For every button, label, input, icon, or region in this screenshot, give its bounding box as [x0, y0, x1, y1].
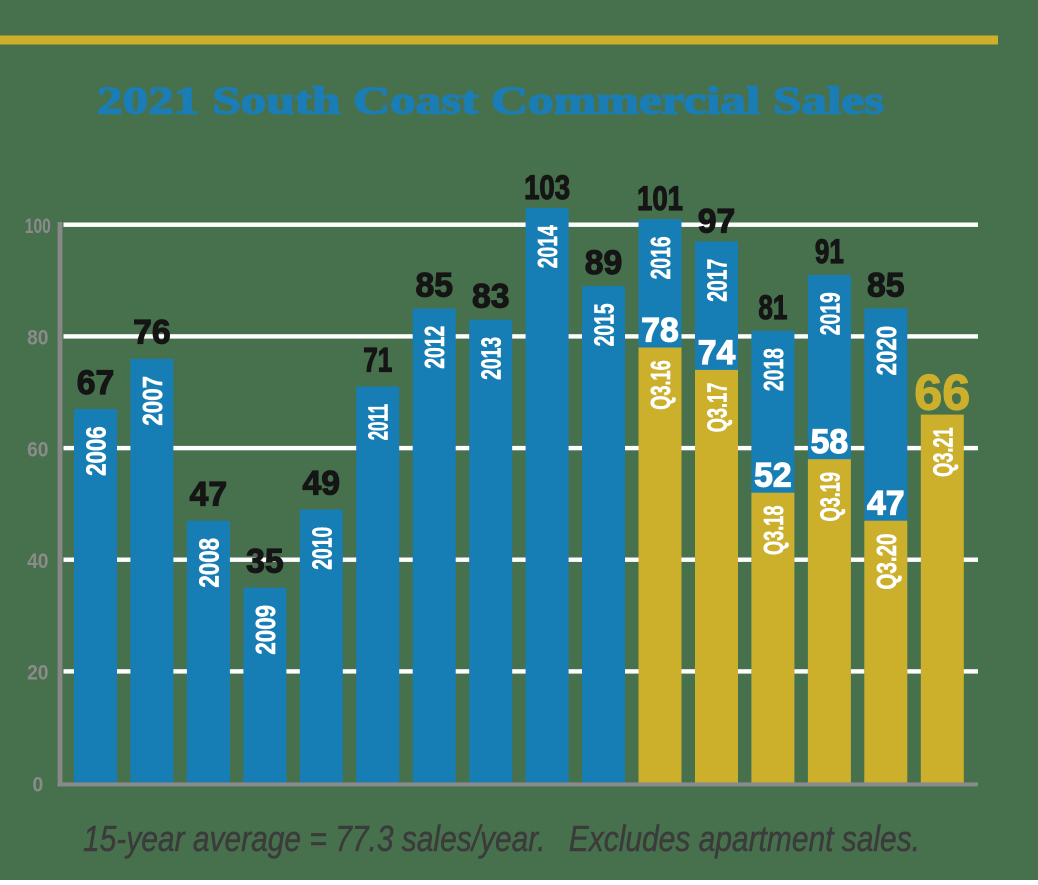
svg-text:85: 85: [415, 267, 453, 305]
svg-text:47: 47: [867, 485, 905, 523]
svg-text:47: 47: [190, 476, 228, 514]
svg-text:71: 71: [363, 342, 392, 380]
svg-text:101: 101: [637, 180, 683, 218]
svg-text:60: 60: [27, 437, 48, 461]
svg-text:0: 0: [32, 772, 43, 796]
svg-text:67: 67: [77, 364, 115, 402]
svg-text:20: 20: [27, 661, 48, 685]
svg-text:76: 76: [133, 314, 171, 352]
svg-text:2011: 2011: [363, 404, 394, 440]
svg-text:81: 81: [758, 289, 787, 327]
svg-text:85: 85: [867, 267, 905, 305]
svg-text:2020: 2020: [871, 326, 902, 376]
svg-text:91: 91: [815, 233, 844, 271]
svg-text:78: 78: [641, 312, 679, 350]
svg-text:49: 49: [303, 465, 341, 503]
svg-text:58: 58: [811, 423, 849, 461]
svg-text:89: 89: [585, 244, 623, 282]
svg-text:66: 66: [914, 365, 970, 421]
svg-text:2016: 2016: [645, 236, 676, 279]
svg-text:2017: 2017: [702, 259, 733, 302]
svg-text:2013: 2013: [476, 337, 507, 380]
svg-text:83: 83: [472, 278, 510, 316]
svg-text:35: 35: [246, 543, 284, 581]
svg-text:97: 97: [698, 203, 736, 241]
svg-text:2010: 2010: [306, 527, 337, 570]
svg-text:Q3.16: Q3.16: [645, 360, 676, 410]
svg-text:103: 103: [524, 169, 570, 207]
svg-text:Q3.19: Q3.19: [814, 472, 845, 522]
svg-text:40: 40: [27, 549, 48, 573]
svg-text:2019: 2019: [814, 292, 845, 335]
svg-text:2007: 2007: [137, 376, 168, 426]
svg-text:100: 100: [25, 214, 51, 238]
svg-text:2008: 2008: [193, 538, 224, 588]
svg-text:74: 74: [698, 334, 736, 372]
svg-text:2018: 2018: [758, 348, 789, 391]
svg-text:2006: 2006: [81, 426, 112, 476]
svg-text:Q3.17: Q3.17: [702, 383, 733, 433]
svg-text:52: 52: [754, 457, 792, 495]
svg-text:2015: 2015: [589, 303, 620, 346]
svg-text:2021 South Coast Commercial Sa: 2021 South Coast Commercial Sales: [97, 80, 884, 123]
svg-text:Q3.18: Q3.18: [758, 506, 789, 556]
svg-text:2009: 2009: [250, 605, 281, 655]
svg-text:2014: 2014: [532, 225, 563, 268]
svg-text:15-year average = 77.3 sales/y: 15-year average = 77.3 sales/year. Exclu…: [83, 818, 920, 859]
svg-text:80: 80: [27, 326, 48, 350]
svg-text:Q3.21: Q3.21: [927, 427, 958, 477]
svg-text:Q3.20: Q3.20: [871, 534, 902, 590]
svg-text:2012: 2012: [419, 326, 450, 369]
